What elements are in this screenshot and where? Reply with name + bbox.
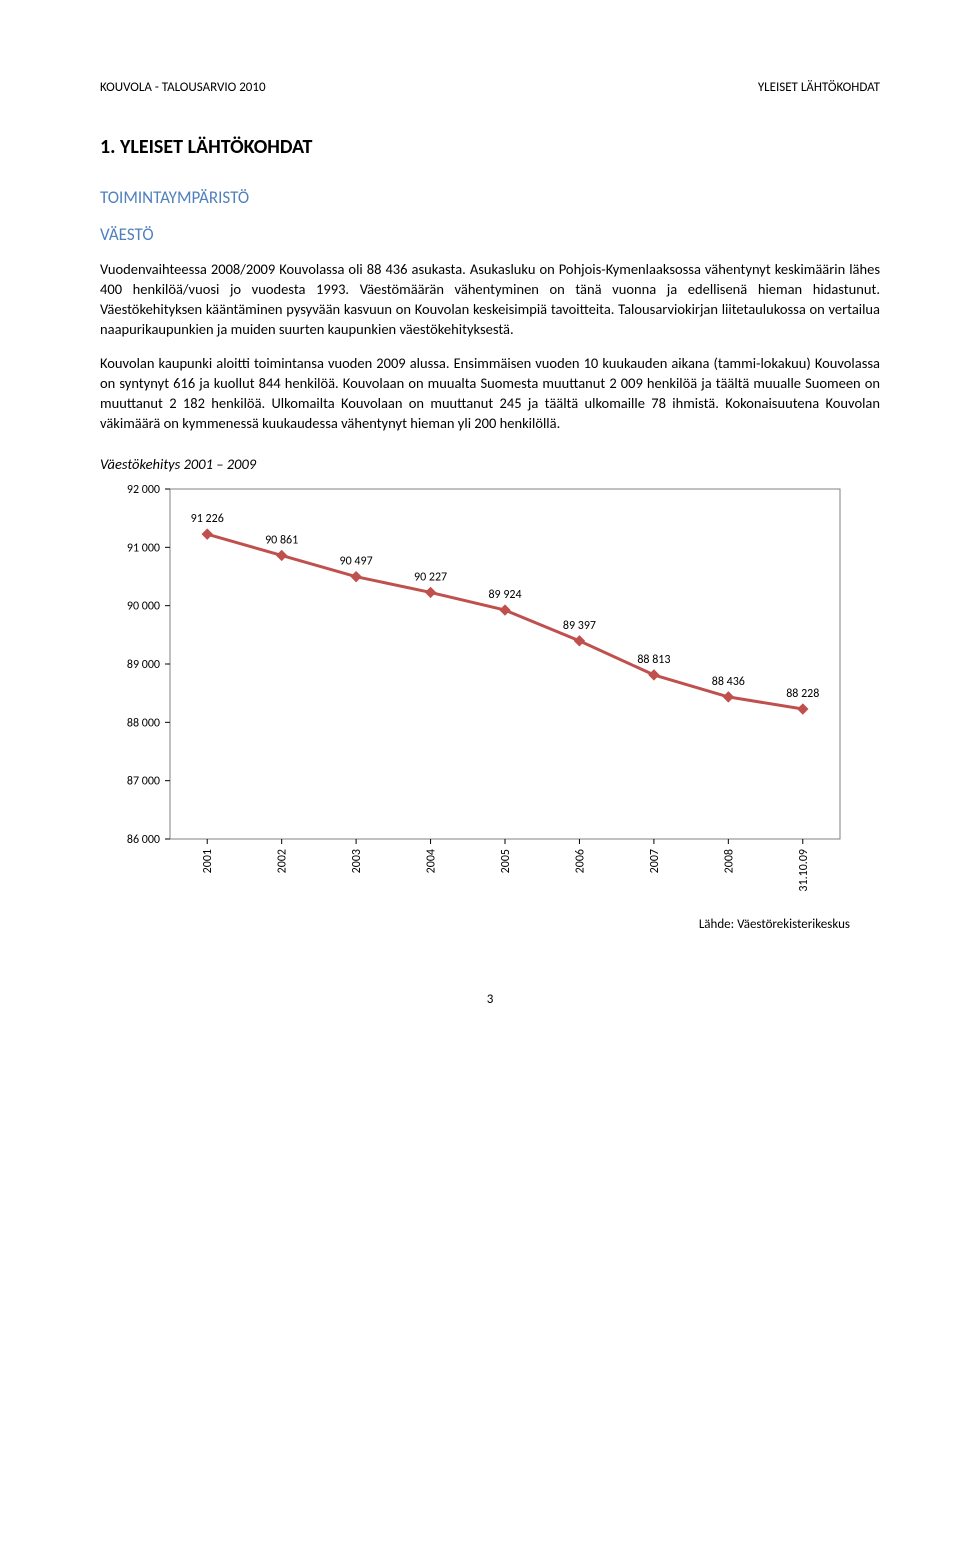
svg-text:31.10.09: 31.10.09 <box>797 849 811 892</box>
paragraph-2: Kouvolan kaupunki aloitti toimintansa vu… <box>100 353 880 433</box>
svg-text:91 226: 91 226 <box>191 512 224 526</box>
svg-text:89 924: 89 924 <box>488 588 521 602</box>
heading-1: 1. YLEISET LÄHTÖKOHDAT <box>100 135 880 159</box>
running-header: KOUVOLA - TALOUSARVIO 2010 YLEISET LÄHTÖ… <box>100 80 880 95</box>
svg-text:2006: 2006 <box>573 849 587 873</box>
svg-text:89 397: 89 397 <box>563 619 596 633</box>
heading-3: VÄESTÖ <box>100 224 880 245</box>
header-right: YLEISET LÄHTÖKOHDAT <box>758 80 880 95</box>
svg-text:87 000: 87 000 <box>127 775 160 789</box>
svg-text:2001: 2001 <box>201 849 215 873</box>
svg-text:88 228: 88 228 <box>786 687 819 701</box>
svg-text:89 000: 89 000 <box>127 658 160 672</box>
chart-caption: Lähde: Väestörekisterikeskus <box>100 917 850 932</box>
svg-text:2002: 2002 <box>276 849 290 873</box>
header-left: KOUVOLA - TALOUSARVIO 2010 <box>100 80 266 95</box>
svg-text:90 000: 90 000 <box>127 600 160 614</box>
page: KOUVOLA - TALOUSARVIO 2010 YLEISET LÄHTÖ… <box>0 0 960 1047</box>
svg-text:90 861: 90 861 <box>265 533 298 547</box>
svg-text:91 000: 91 000 <box>127 541 160 555</box>
svg-text:2003: 2003 <box>350 849 364 873</box>
svg-text:2005: 2005 <box>499 849 513 873</box>
svg-text:88 000: 88 000 <box>127 716 160 730</box>
population-chart: 86 000 87 000 88 000 89 000 90 000 91 000 92 0… <box>100 479 850 909</box>
heading-2: TOIMINTAYMPÄRISTÖ <box>100 187 880 208</box>
paragraph-1: Vuodenvaihteessa 2008/2009 Kouvolassa ol… <box>100 259 880 339</box>
svg-text:2007: 2007 <box>648 849 662 873</box>
svg-text:86 000: 86 000 <box>127 833 160 847</box>
svg-text:2004: 2004 <box>425 849 439 873</box>
svg-text:88 436: 88 436 <box>712 675 745 689</box>
svg-text:90 227: 90 227 <box>414 570 447 584</box>
page-number: 3 <box>100 992 880 1007</box>
svg-text:90 497: 90 497 <box>340 555 373 569</box>
chart-svg: 86 000 87 000 88 000 89 000 90 000 91 000 92 0… <box>100 479 850 909</box>
svg-text:92 000: 92 000 <box>127 483 160 497</box>
svg-text:88 813: 88 813 <box>637 653 670 667</box>
svg-text:2008: 2008 <box>722 849 736 873</box>
chart-title: Väestökehitys 2001 – 2009 <box>100 455 880 473</box>
